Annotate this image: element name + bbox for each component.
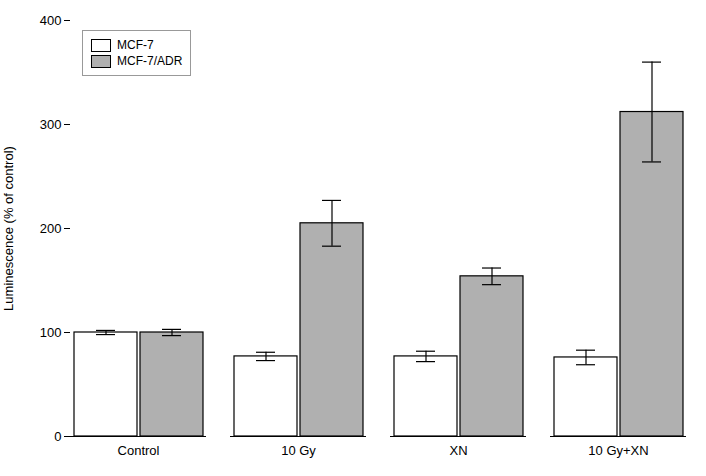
svg-text:300: 300: [40, 117, 62, 132]
svg-text:Luminescence (% of control): Luminescence (% of control): [1, 146, 16, 311]
svg-text:100: 100: [40, 325, 62, 340]
html-text:MCF-7/ADR: MCF-7/ADR: [117, 54, 183, 68]
svg-text:XN: XN: [449, 443, 467, 458]
svg-text:400: 400: [40, 13, 62, 28]
html-text:MCF-7: MCF-7: [117, 38, 154, 52]
svg-text:0: 0: [54, 429, 61, 444]
svg-text:Control: Control: [118, 443, 160, 458]
svg-text:10 Gy+XN: 10 Gy+XN: [588, 443, 648, 458]
svg-text:10 Gy: 10 Gy: [281, 443, 316, 458]
svg-text:200: 200: [40, 221, 62, 236]
